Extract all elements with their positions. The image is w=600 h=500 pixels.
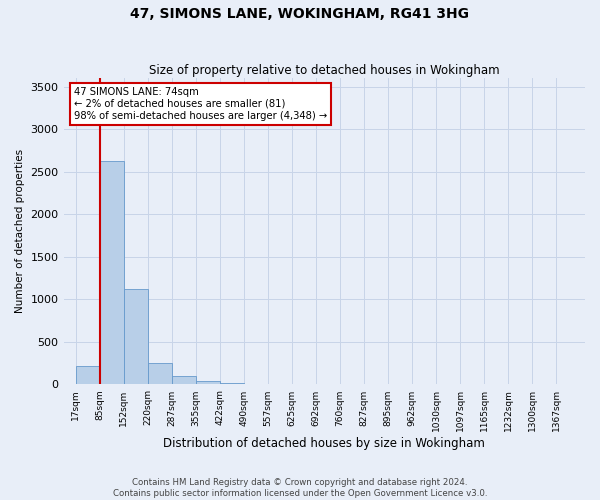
Text: 47 SIMONS LANE: 74sqm
← 2% of detached houses are smaller (81)
98% of semi-detac: 47 SIMONS LANE: 74sqm ← 2% of detached h… [74, 88, 327, 120]
Text: 47, SIMONS LANE, WOKINGHAM, RG41 3HG: 47, SIMONS LANE, WOKINGHAM, RG41 3HG [131, 8, 470, 22]
Bar [124, 289, 148, 384]
Text: Contains HM Land Registry data © Crown copyright and database right 2024.
Contai: Contains HM Land Registry data © Crown c… [113, 478, 487, 498]
Bar [172, 376, 196, 384]
Bar [220, 383, 244, 384]
X-axis label: Distribution of detached houses by size in Wokingham: Distribution of detached houses by size … [163, 437, 485, 450]
Y-axis label: Number of detached properties: Number of detached properties [15, 149, 25, 314]
Bar [100, 160, 124, 384]
Bar [148, 363, 172, 384]
Bar [196, 381, 220, 384]
Title: Size of property relative to detached houses in Wokingham: Size of property relative to detached ho… [149, 64, 500, 77]
Bar [76, 366, 100, 384]
